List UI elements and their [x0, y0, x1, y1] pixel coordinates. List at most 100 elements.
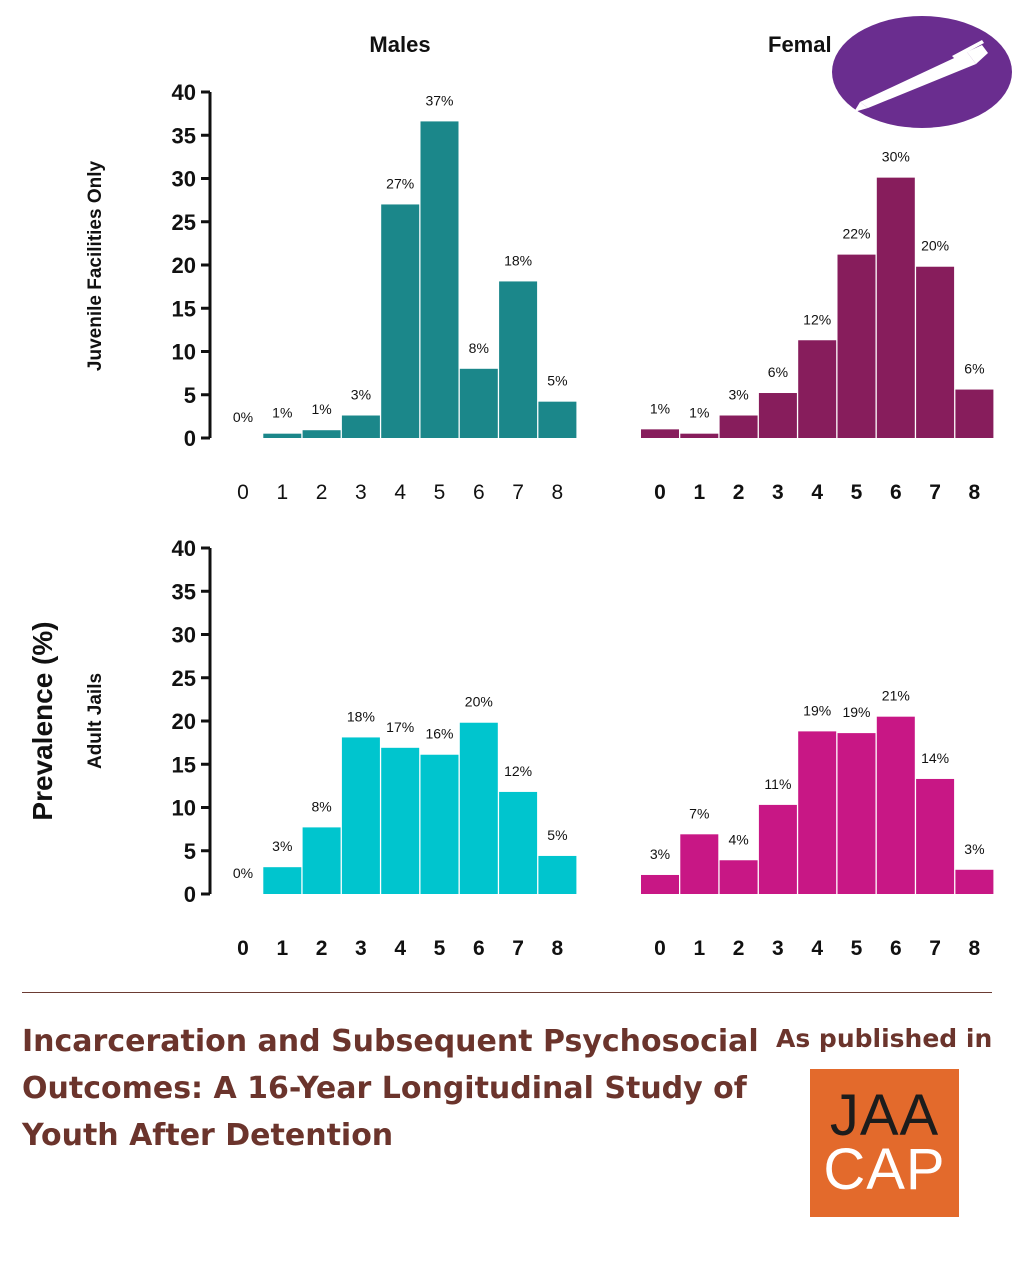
bar: [641, 429, 679, 438]
y-tick-label: 5: [184, 839, 196, 864]
y-tick-label: 25: [172, 210, 196, 235]
bar-data-label: 19%: [842, 704, 870, 720]
x-tick-label: 6: [890, 481, 902, 504]
pen-icon: [854, 40, 988, 112]
x-tick-label: 2: [733, 937, 745, 960]
bar: [381, 204, 420, 438]
x-tick-label: 2: [316, 481, 328, 504]
y-tick-label: 20: [172, 253, 196, 278]
bar: [719, 415, 758, 438]
column-title-males: Males: [369, 32, 430, 57]
x-tick-label: 5: [851, 937, 863, 960]
bar-data-label: 14%: [921, 750, 949, 766]
bar-data-label: 3%: [272, 838, 292, 854]
y-tick-label: 10: [172, 796, 196, 821]
bar-data-label: 5%: [547, 827, 567, 843]
x-tick-label: 4: [394, 481, 406, 504]
x-tick-label: 3: [355, 937, 367, 960]
x-tick-label: 5: [434, 481, 446, 504]
bar: [263, 867, 302, 894]
bar-data-label: 11%: [764, 776, 791, 792]
bar-data-label: 21%: [882, 688, 910, 704]
bar: [420, 754, 459, 894]
bar: [916, 778, 955, 894]
row-label-juvenile: Juvenile Facilities Only: [85, 161, 106, 372]
y-tick-label: 10: [172, 340, 196, 365]
y-tick-label: 5: [184, 383, 196, 408]
x-tick-label: 0: [237, 937, 249, 960]
bar: [719, 860, 758, 894]
x-tick-label: 2: [316, 937, 328, 960]
bar-data-label: 3%: [650, 846, 670, 862]
bar-data-label: 37%: [425, 92, 453, 108]
bar: [955, 869, 994, 894]
bar: [381, 747, 420, 894]
x-tick-label: 6: [473, 481, 485, 504]
bar-data-label: 3%: [964, 841, 984, 857]
bar-data-label: 20%: [465, 694, 493, 710]
x-tick-label: 6: [890, 937, 902, 960]
bar-data-label: 20%: [921, 238, 949, 254]
bar-data-label: 30%: [882, 149, 910, 165]
y-tick-label: 15: [172, 752, 196, 777]
y-tick-label: 25: [172, 666, 196, 691]
bar: [538, 855, 577, 894]
x-tick-label: 0: [654, 937, 666, 960]
x-tick-label: 8: [969, 481, 981, 504]
x-tick-label: 4: [811, 481, 823, 504]
bar-data-label: 6%: [768, 364, 788, 380]
bar: [499, 281, 538, 438]
x-tick-label: 4: [394, 937, 406, 960]
row-label-adult: Adult Jails: [85, 673, 106, 769]
x-tick-label: 3: [772, 937, 784, 960]
y-tick-label: 0: [184, 426, 196, 451]
bar-data-label: 19%: [803, 702, 831, 718]
bar-data-label: 8%: [469, 340, 489, 356]
x-tick-label: 7: [512, 481, 524, 504]
x-tick-label: 3: [355, 481, 367, 504]
published-in-label: As published in: [776, 1024, 993, 1053]
footer-divider: [22, 992, 992, 993]
bar-data-label: 6%: [964, 361, 984, 377]
journal-logo: JAA CAP: [810, 1069, 959, 1217]
bar-data-label: 5%: [547, 373, 567, 389]
bar: [341, 415, 380, 438]
bar-data-label: 27%: [386, 175, 414, 191]
bar-data-label: 18%: [347, 708, 375, 724]
bar: [302, 430, 341, 438]
x-tick-label: 8: [552, 937, 564, 960]
bar: [341, 737, 380, 894]
bar-data-label: 1%: [272, 405, 292, 421]
y-tick-label: 20: [172, 709, 196, 734]
bar: [459, 722, 498, 894]
bar-data-label: 1%: [311, 401, 331, 417]
x-tick-label: 1: [276, 937, 288, 960]
bar: [459, 368, 498, 438]
y-axis-title: Prevalence (%): [27, 621, 58, 820]
y-tick-label: 30: [172, 623, 196, 648]
column-title-females: Femal: [768, 32, 832, 57]
x-tick-label: 2: [733, 481, 745, 504]
y-tick-label: 30: [172, 167, 196, 192]
x-tick-label: 8: [552, 481, 564, 504]
bar: [837, 254, 876, 438]
x-tick-label: 0: [654, 481, 666, 504]
y-tick-label: 40: [172, 80, 196, 105]
x-tick-label: 0: [237, 481, 249, 504]
bar-data-label: 1%: [650, 400, 670, 416]
bar: [876, 716, 915, 894]
bar: [798, 731, 837, 894]
bar-data-label: 12%: [803, 311, 831, 327]
bar-data-label: 4%: [728, 831, 748, 847]
bar-data-label: 7%: [689, 805, 709, 821]
y-tick-label: 40: [172, 536, 196, 561]
x-tick-label: 1: [693, 481, 705, 504]
bar-data-label: 0%: [233, 409, 253, 425]
x-tick-label: 4: [811, 937, 823, 960]
journal-logo-line1: JAA: [829, 1083, 940, 1148]
x-tick-label: 1: [693, 937, 705, 960]
bar: [263, 433, 302, 438]
bar: [499, 791, 538, 894]
bar: [758, 804, 797, 894]
x-tick-label: 7: [929, 937, 941, 960]
